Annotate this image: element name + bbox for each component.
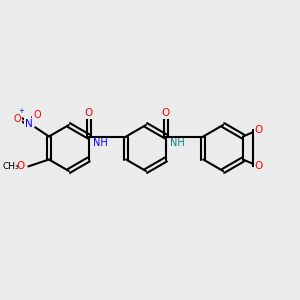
Text: NH: NH <box>93 139 107 148</box>
Text: O: O <box>85 108 93 118</box>
Text: O: O <box>16 161 25 171</box>
Text: O: O <box>255 124 263 135</box>
Text: O: O <box>255 161 263 171</box>
Text: NH: NH <box>170 139 184 148</box>
Text: CH₃: CH₃ <box>2 162 19 171</box>
Text: O: O <box>162 108 170 118</box>
Text: N: N <box>26 119 33 129</box>
Text: -: - <box>16 110 19 120</box>
Text: O: O <box>14 114 21 124</box>
Text: +: + <box>18 108 24 114</box>
Text: O: O <box>33 110 41 120</box>
